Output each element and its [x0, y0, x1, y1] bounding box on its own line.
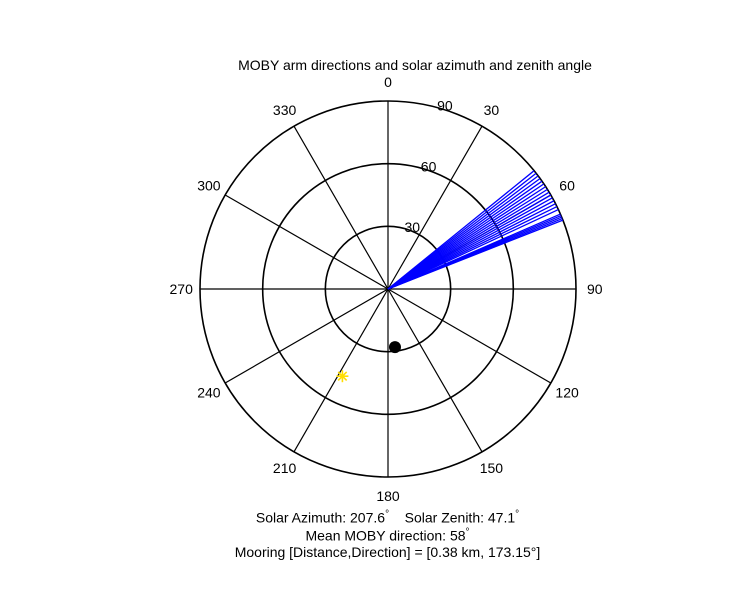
solar-zenith-value: 47.1 — [487, 509, 516, 526]
range-circle — [199, 100, 577, 478]
azimuth-tick-label: 90 — [587, 281, 603, 297]
solar-zenith-label: Solar Zenith: — [404, 509, 484, 526]
mooring-marker — [388, 341, 401, 354]
solar-marker-stroke — [337, 371, 348, 381]
markers — [336, 341, 401, 383]
azimuth-tick-label: 210 — [273, 460, 297, 476]
polar-grid — [199, 100, 577, 478]
azimuth-tick-label: 150 — [480, 460, 504, 476]
chart-title: MOBY arm directions and solar azimuth an… — [238, 57, 592, 73]
azimuth-tick-label: 270 — [170, 281, 194, 297]
spoke-line — [387, 288, 552, 384]
arm-direction-line — [387, 219, 564, 290]
spoke-line — [293, 125, 389, 290]
spoke-line — [224, 194, 389, 290]
arm-direction-line — [387, 208, 559, 290]
azimuth-tick-label: 30 — [484, 102, 500, 118]
tick-labels: 0 30 60 90 120 150 180 210 240 270 300 330 30 60 90 — [170, 74, 603, 504]
mean-direction-line: Mean MOBY direction: 58° — [0, 527, 750, 544]
azimuth-tick-label: 300 — [197, 178, 221, 194]
solar-marker — [336, 370, 349, 383]
range-circle — [261, 162, 515, 416]
mean-direction-value: 58 — [449, 527, 466, 544]
spoke-line — [224, 288, 389, 384]
radial-tick-label: 30 — [405, 219, 421, 235]
spoke-line — [387, 288, 483, 453]
degree-symbol: ° — [515, 509, 520, 520]
solar-azimuth-label: Solar Azimuth: — [255, 509, 347, 526]
radial-tick-label: 60 — [421, 158, 437, 174]
azimuth-tick-label: 240 — [197, 384, 221, 400]
range-circle — [324, 225, 452, 353]
mean-direction-label: Mean MOBY direction: — [305, 527, 447, 544]
arm-direction-lines — [387, 170, 564, 290]
solar-info-line: Solar Azimuth: 207.6° Solar Zenith: 47.1… — [0, 509, 750, 526]
mooring-line: Mooring [Distance,Direction] = [0.38 km,… — [0, 544, 750, 560]
mooring-text: Mooring [Distance,Direction] = [0.38 km,… — [234, 544, 541, 560]
azimuth-tick-label: 330 — [273, 102, 297, 118]
degree-symbol: ° — [465, 527, 470, 538]
azimuth-tick-label: 0 — [384, 74, 392, 90]
azimuth-tick-label: 120 — [555, 384, 579, 400]
spoke-line — [293, 288, 389, 453]
solar-azimuth-value: 207.6 — [350, 509, 386, 526]
azimuth-tick-label: 60 — [559, 178, 575, 194]
radial-tick-label: 90 — [437, 98, 453, 114]
spoke-line — [387, 125, 483, 290]
degree-symbol: ° — [385, 509, 390, 520]
azimuth-tick-label: 180 — [376, 488, 400, 504]
